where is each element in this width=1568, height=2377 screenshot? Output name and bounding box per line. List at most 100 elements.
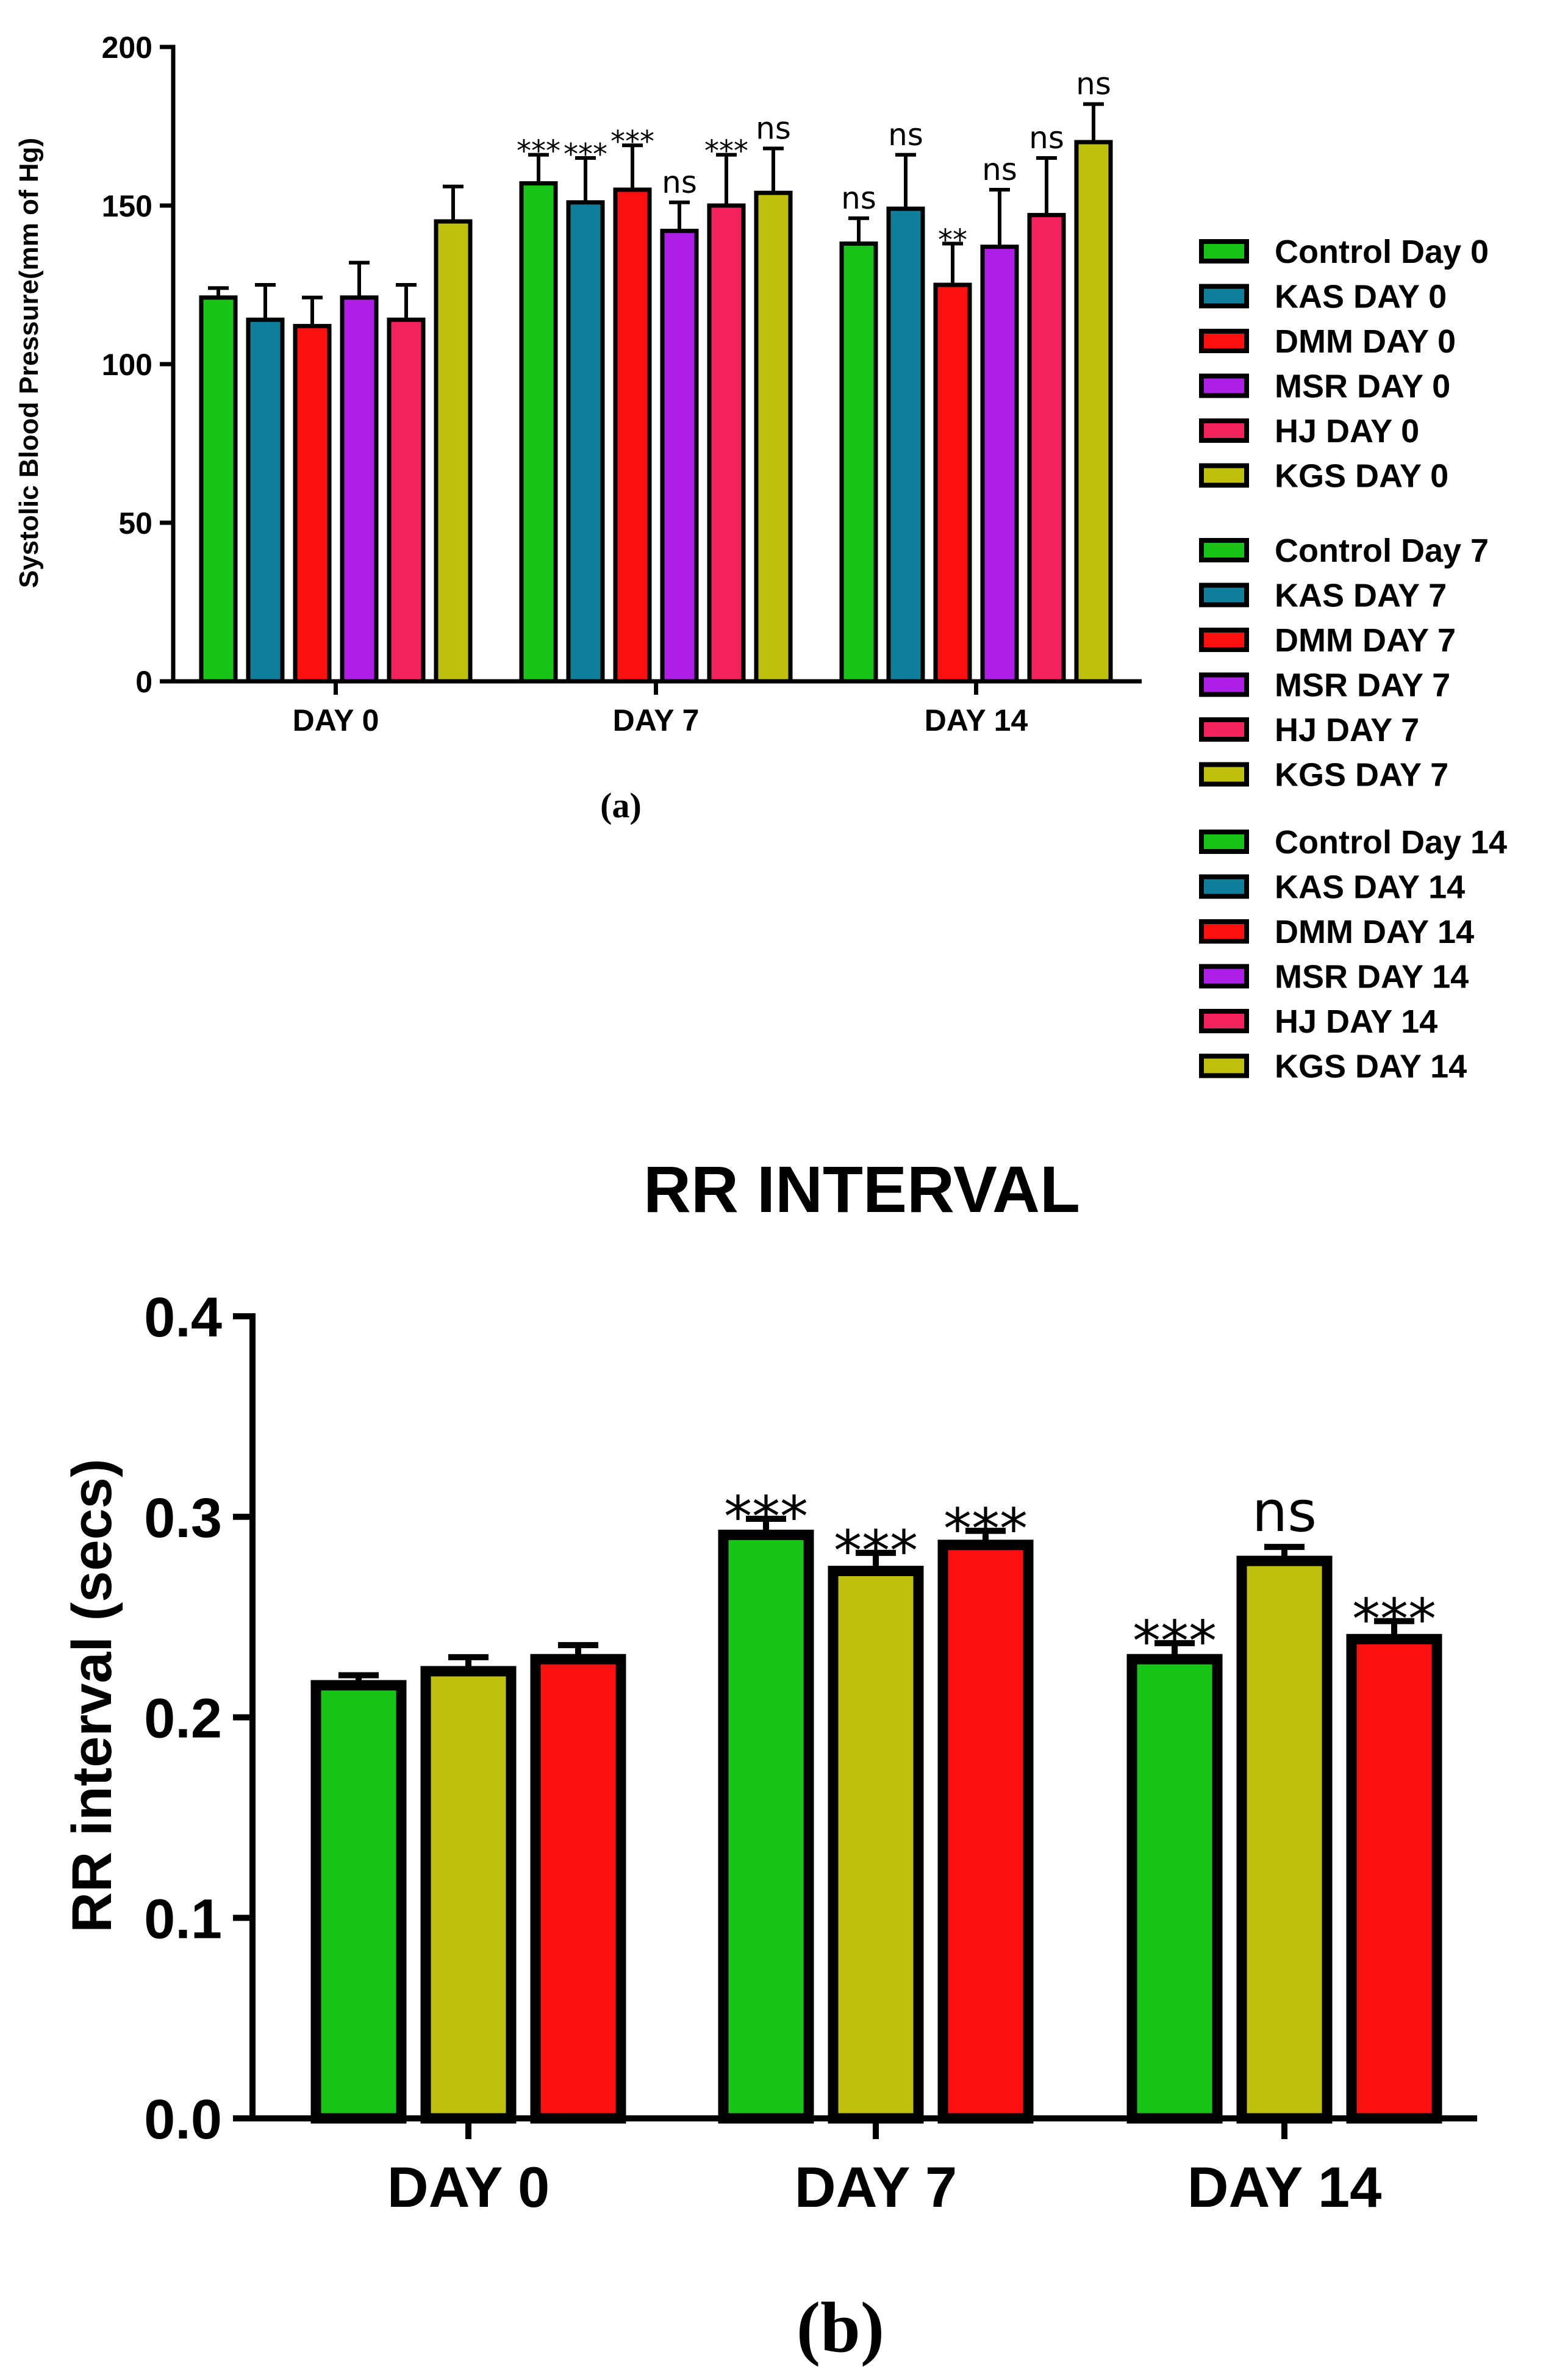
chart-a-ytick-label: 50 <box>118 506 152 540</box>
chart-a-significance-label: *** <box>704 134 748 168</box>
legend-swatch <box>1199 1009 1249 1033</box>
chart-a-legend: Control Day 0 KAS DAY 0 DMM DAY 0 MSR DAY 0… <box>1199 234 1507 1085</box>
legend-label: HJ DAY 7 <box>1275 712 1419 748</box>
legend-swatch <box>1199 964 1249 989</box>
chart-a-bar <box>246 317 285 684</box>
chart-b-bar <box>1236 1555 1333 2124</box>
chart-a-category-label: DAY 14 <box>925 703 1028 737</box>
chart-b-bar <box>718 1529 814 2124</box>
chart-b-bar <box>1346 1633 1442 2124</box>
chart-a-bar <box>340 295 379 684</box>
chart-a-significance-label: *** <box>564 137 607 171</box>
chart-b-bar <box>530 1654 626 2124</box>
legend-label: Control Day 0 <box>1275 234 1489 270</box>
chart-a-bar <box>707 203 746 684</box>
chart-a-caption: (a) <box>600 786 642 825</box>
legend-swatch <box>1199 239 1249 264</box>
legend-label: KAS DAY 0 <box>1275 279 1447 315</box>
chart-b-axes <box>249 1313 1477 2121</box>
chart-b-xticks: DAY 0 DAY 7 DAY 14 <box>387 2118 1382 2219</box>
legend-swatch <box>1199 538 1249 562</box>
chart-b: RR INTERVAL RR interval (secs) 0.0 0.1 0.2… <box>61 1152 1477 2367</box>
chart-b-significance-label: *** <box>943 1496 1028 1561</box>
chart-b-category-label: DAY 7 <box>795 2155 958 2219</box>
chart-b-title: RR INTERVAL <box>643 1152 1080 1226</box>
chart-a-bar <box>1074 140 1113 684</box>
chart-a-significance-label: *** <box>610 125 654 159</box>
legend-swatch <box>1199 463 1249 488</box>
legend-label: KGS DAY 14 <box>1275 1049 1467 1085</box>
chart-a-ylabel: Systolic Blood Pressure(mm of Hg) <box>14 138 44 588</box>
chart-a-significance-label: ns <box>1029 120 1064 156</box>
chart-b-bars: *** *** *** *** ns *** <box>310 1479 1442 2124</box>
chart-a-bar <box>434 219 473 684</box>
chart-a: Systolic Blood Pressure(mm of Hg) 0 50 100… <box>14 30 1507 1085</box>
chart-a-ytick-label: 0 <box>135 665 152 699</box>
legend-label: MSR DAY 0 <box>1275 368 1450 405</box>
legend-label: MSR DAY 14 <box>1275 959 1469 995</box>
chart-a-significance-label: ** <box>938 223 967 257</box>
chart-a-significance-label: ns <box>662 165 697 200</box>
chart-b-ytick-label: 0.2 <box>144 1688 222 1750</box>
legend-label: HJ DAY 14 <box>1275 1003 1437 1040</box>
chart-b-category-label: DAY 0 <box>387 2155 550 2219</box>
chart-b-category-label: DAY 14 <box>1187 2155 1382 2219</box>
chart-a-bar <box>660 229 699 684</box>
chart-b-significance-label: *** <box>724 1485 808 1550</box>
legend-label: KAS DAY 14 <box>1275 869 1465 906</box>
chart-a-bar <box>1027 213 1066 684</box>
chart-a-bar <box>754 190 793 684</box>
chart-a-bar <box>933 282 972 684</box>
chart-a-category-label: DAY 7 <box>613 703 700 737</box>
legend-label: Control Day 14 <box>1275 824 1507 861</box>
chart-a-significance-label: ns <box>1076 66 1111 102</box>
legend-swatch <box>1199 418 1249 443</box>
chart-a-significance-label: ns <box>888 117 923 152</box>
chart-b-significance-label: *** <box>1352 1586 1436 1652</box>
chart-b-ytick-label: 0.1 <box>144 1888 222 1950</box>
legend-swatch <box>1199 583 1249 608</box>
chart-b-significance-label: *** <box>1133 1608 1217 1674</box>
legend-label: KGS DAY 0 <box>1275 458 1448 495</box>
legend-swatch <box>1199 373 1249 398</box>
chart-a-ytick-label: 200 <box>102 30 152 65</box>
chart-a-ytick-label: 100 <box>102 348 152 382</box>
chart-b-ytick-label: 0.3 <box>144 1487 222 1549</box>
legend-label: MSR DAY 7 <box>1275 667 1450 704</box>
chart-b-ytick-label: 0.0 <box>144 2088 222 2151</box>
legend-label: DMM DAY 14 <box>1275 914 1474 950</box>
chart-a-significance-label: ns <box>756 110 791 146</box>
chart-b-bar <box>420 1666 517 2124</box>
chart-a-ytick-label: 150 <box>102 189 152 223</box>
chart-b-significance-label: ns <box>1252 1479 1317 1544</box>
legend-label: KAS DAY 7 <box>1275 578 1447 614</box>
legend-swatch <box>1199 830 1249 854</box>
chart-b-ytick-label: 0.4 <box>144 1286 222 1349</box>
legend-label: HJ DAY 0 <box>1275 413 1419 450</box>
chart-a-bar <box>839 241 878 684</box>
chart-a-significance-label: ns <box>841 181 876 216</box>
chart-a-bar <box>199 295 238 684</box>
legend-swatch <box>1199 919 1249 944</box>
chart-b-caption: (b) <box>797 2287 884 2367</box>
chart-a-bar <box>387 317 426 684</box>
chart-a-bar <box>980 245 1019 684</box>
legend-label: Control Day 7 <box>1275 532 1489 569</box>
chart-b-bar <box>1126 1654 1223 2124</box>
legend-swatch <box>1199 1053 1249 1078</box>
chart-b-yticks: 0.0 0.1 0.2 0.3 0.4 <box>144 1286 252 2151</box>
legend-label: DMM DAY 0 <box>1275 323 1456 360</box>
chart-a-significance-label: *** <box>517 134 560 168</box>
chart-a-bar <box>566 200 605 684</box>
legend-label: KGS DAY 7 <box>1275 757 1448 794</box>
legend-label: DMM DAY 7 <box>1275 622 1456 659</box>
chart-b-significance-label: *** <box>834 1519 918 1584</box>
chart-a-bar <box>613 187 652 684</box>
legend-swatch <box>1199 329 1249 353</box>
chart-b-bar <box>937 1540 1034 2124</box>
legend-swatch <box>1199 762 1249 787</box>
chart-b-bar <box>828 1566 924 2124</box>
